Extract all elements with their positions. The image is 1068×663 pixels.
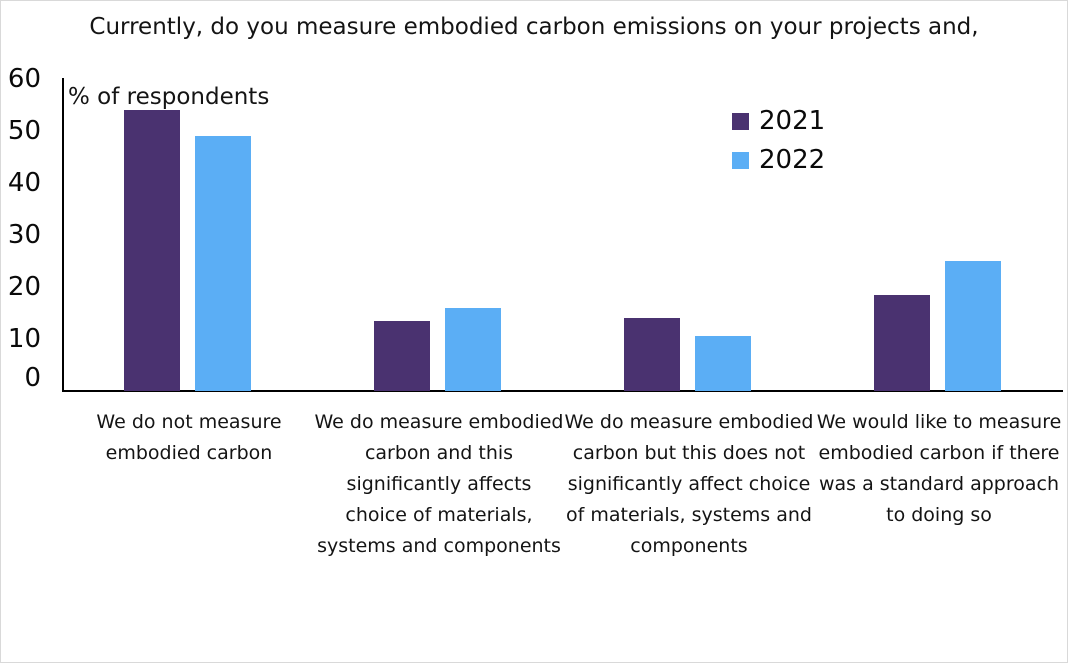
bar-2021-category-4 [874,294,930,391]
bar-2022-category-2 [445,307,501,391]
bar-2021-category-2 [374,320,430,391]
bar-2021-category-1 [124,110,180,391]
y-axis-label: % of respondents [68,84,270,110]
y-tick-40: 40 [7,168,41,198]
x-category-label-4: We would like to measure embodied carbon… [816,411,1062,526]
legend-item-2022: 2022 [732,145,825,175]
legend-label-2021: 2021 [759,106,826,136]
legend-item-2021: 2021 [732,106,825,136]
y-tick-20: 20 [7,272,41,302]
y-tick-10: 10 [7,324,41,354]
legend: 2021 2022 [732,106,825,184]
x-category-label-1: We do not measure embodied carbon [96,411,282,464]
x-category-label-3: We do measure embodied carbon but this d… [564,411,814,557]
x-category-label-2: We do measure embodied carbon and this s… [314,411,564,557]
y-tick-0: 0 [24,363,41,393]
chart-title: Currently, do you measure embodied carbo… [89,14,979,40]
bar-2022-category-4 [945,261,1001,391]
bar-2022-category-3 [695,336,751,391]
y-tick-50: 50 [7,116,41,146]
y-tick-30: 30 [7,220,41,250]
legend-swatch-2021 [732,112,749,130]
bar-2022-category-1 [195,136,251,391]
x-axis-line [62,390,1063,392]
y-axis-line [62,78,64,392]
legend-label-2022: 2022 [759,145,826,175]
y-tick-60: 60 [7,64,41,94]
bar-2021-category-3 [624,318,680,391]
legend-swatch-2022 [732,151,749,169]
